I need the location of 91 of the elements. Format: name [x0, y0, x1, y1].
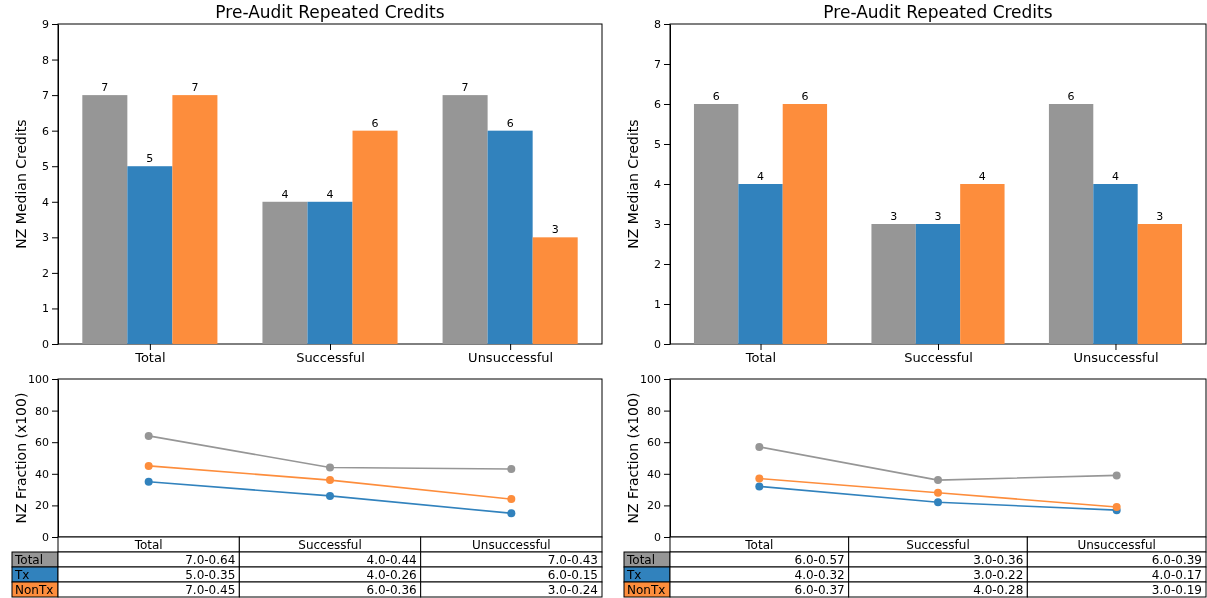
x-tick-label: Successful: [906, 538, 970, 552]
data-label: 4.0-0.32: [794, 568, 845, 582]
data-label: 3.0-0.24: [547, 583, 598, 597]
data-label: 3: [934, 210, 942, 223]
y-tick-label: 2: [654, 258, 661, 272]
data-label: 4.0-0.44: [366, 553, 417, 567]
y-tick-label: 60: [647, 436, 661, 450]
text: Total: [14, 553, 44, 567]
data-label: 6.0-0.15: [547, 568, 598, 582]
y-tick-label: 6: [654, 98, 661, 112]
y-tick-label: 80: [647, 404, 661, 418]
y-axis-title: NZ Fraction (x100): [13, 392, 29, 524]
data-label: 3.0-0.22: [973, 568, 1024, 582]
data-label: 4: [978, 170, 986, 183]
x-tick-label: Unsuccessful: [1073, 350, 1159, 366]
y-tick-label: 3: [654, 218, 661, 232]
y-tick-label: 3: [42, 231, 49, 245]
text: NonTx: [15, 583, 54, 597]
y-tick-label: 0: [654, 531, 661, 545]
x-tick-label: Successful: [904, 350, 973, 366]
data-label: 4.0-0.17: [1151, 568, 1202, 582]
text: Total: [626, 553, 656, 567]
data-label: 5: [146, 152, 154, 166]
y-tick-label: 0: [42, 531, 49, 545]
y-axis-title: NZ Median Credits: [625, 119, 641, 249]
x-tick-label: Successful: [296, 350, 365, 366]
y-tick-label: 60: [35, 436, 49, 450]
data-label: 7: [461, 81, 469, 95]
y-tick-label: 100: [28, 373, 49, 387]
data-label: 3: [1156, 210, 1164, 223]
data-label: 6: [712, 90, 720, 103]
data-label: 5.0-0.35: [185, 568, 236, 582]
x-tick-label: Successful: [298, 538, 362, 552]
chart-title: Pre-Audit Repeated Credits: [823, 2, 1053, 22]
y-tick-label: 40: [647, 467, 661, 481]
y-tick-label: 0: [42, 338, 49, 352]
data-label: 6.0-0.57: [794, 553, 845, 567]
y-tick-label: 20: [647, 499, 661, 513]
y-tick-label: 7: [42, 89, 49, 103]
data-label: 6: [801, 90, 809, 103]
text: Tx: [626, 568, 642, 582]
data-label: 3: [551, 223, 559, 237]
text: Tx: [14, 568, 30, 582]
chart-title: Pre-Audit Repeated Credits: [215, 2, 445, 22]
y-tick-label: 4: [42, 195, 49, 209]
y-tick-label: 1: [42, 302, 49, 316]
data-label: 6: [371, 116, 379, 130]
y-tick-label: 20: [35, 499, 49, 513]
y-tick-label: 80: [35, 404, 49, 418]
data-label: 6.0-0.36: [366, 583, 417, 597]
x-tick-label: Total: [744, 538, 774, 552]
data-label: 4: [1111, 170, 1119, 183]
y-tick-label: 5: [42, 160, 49, 174]
x-tick-label: Unsuccessful: [1077, 538, 1156, 552]
data-label: 4: [757, 170, 765, 183]
data-label: 6.0-0.39: [1151, 553, 1202, 567]
data-label: 4.0-0.26: [366, 568, 417, 582]
y-tick-label: 6: [42, 124, 49, 138]
y-tick-label: 8: [654, 18, 661, 32]
x-tick-label: Total: [133, 538, 163, 552]
y-axis-title: NZ Median Credits: [13, 119, 29, 249]
data-label: 7.0-0.64: [185, 553, 236, 567]
x-tick-label: Unsuccessful: [468, 350, 554, 366]
y-tick-label: 9: [42, 18, 49, 32]
data-label: 4.0-0.28: [973, 583, 1024, 597]
y-tick-label: 40: [35, 467, 49, 481]
text: NonTx: [627, 583, 666, 597]
y-tick-label: 7: [654, 58, 661, 72]
data-label: 3.0-0.36: [973, 553, 1024, 567]
data-label: 4: [326, 187, 334, 201]
data-label: 4: [281, 187, 289, 201]
y-tick-label: 4: [654, 178, 661, 192]
data-label: 6.0-0.37: [794, 583, 845, 597]
data-label: 7.0-0.45: [185, 583, 236, 597]
x-tick-label: Unsuccessful: [472, 538, 551, 552]
y-tick-label: 1: [654, 298, 661, 312]
data-label: 3: [890, 210, 898, 223]
data-label: 7: [191, 81, 199, 95]
y-axis-title: NZ Fraction (x100): [625, 392, 641, 524]
data-label: 7: [101, 81, 109, 95]
data-label: 7.0-0.43: [547, 553, 598, 567]
y-tick-label: 2: [42, 266, 49, 280]
data-label: 6: [506, 116, 514, 130]
x-tick-label: Total: [744, 350, 777, 366]
data-label: 3.0-0.19: [1151, 583, 1202, 597]
y-tick-label: 100: [640, 373, 661, 387]
y-tick-label: 5: [654, 138, 661, 152]
y-tick-label: 0: [654, 338, 661, 352]
y-tick-label: 8: [42, 53, 49, 67]
data-label: 6: [1067, 90, 1075, 103]
x-tick-label: Total: [134, 350, 166, 366]
